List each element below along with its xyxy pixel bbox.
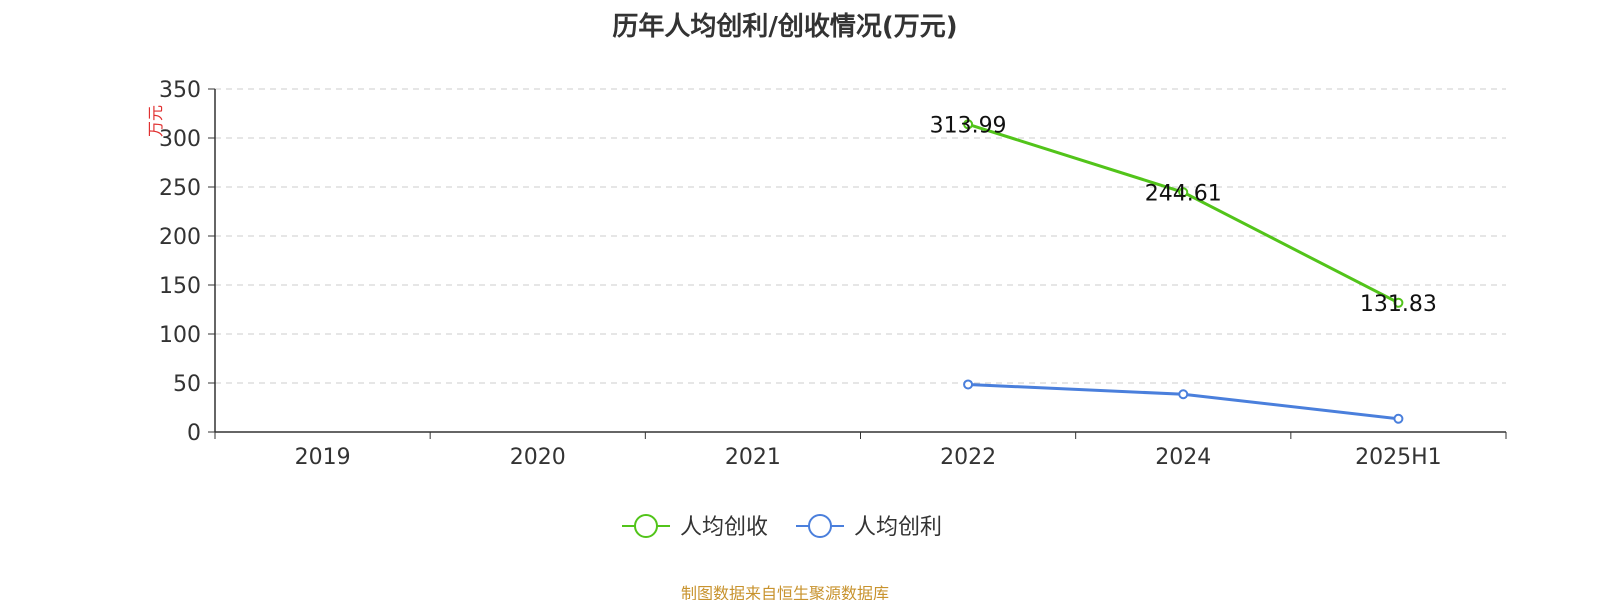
legend-item[interactable]: 人均创利 [796,514,942,540]
legend-label: 人均创利 [854,515,942,540]
legend[interactable]: 人均创收 人均创利 [622,514,942,540]
data-point[interactable] [1393,297,1404,308]
x-tick-label: 2024 [1155,445,1211,470]
data-label: 131.83 [1360,292,1437,317]
y-axis-label: 万元 [146,105,165,137]
data-point[interactable] [963,379,974,390]
x-tick-label: 2021 [725,445,781,470]
data-labels: 313.99 244.61 131.83 [930,113,1437,317]
grid-lines [215,88,1506,384]
x-tick-label: 2022 [940,445,996,470]
legend-item[interactable]: 人均创收 [622,514,768,540]
data-label: 244.61 [1145,181,1222,206]
data-point[interactable] [1178,187,1189,198]
y-tick-label: 300 [159,127,201,152]
legend-label: 人均创收 [680,515,768,540]
data-point[interactable] [1393,413,1404,424]
y-tick-label: 50 [173,372,201,397]
y-tick-label: 250 [159,176,201,201]
data-label: 313.99 [930,113,1007,138]
data-point[interactable] [963,119,974,130]
x-tick-label: 2020 [510,445,566,470]
y-tick-label: 100 [159,323,201,348]
x-tick-label: 2019 [295,445,351,470]
data-point[interactable] [1178,389,1189,400]
x-tick-label: 2025H1 [1355,445,1442,470]
y-tick-label: 350 [159,78,201,103]
chart-title: 历年人均创利/创收情况(万元) [612,12,958,42]
legend-circle-icon [634,514,658,538]
legend-circle-icon [808,514,832,538]
y-tick-label: 150 [159,274,201,299]
series [963,119,1404,424]
y-tick-label: 200 [159,225,201,250]
series-line [967,122,1400,305]
y-tick-label: 0 [187,421,201,446]
source-note: 制图数据来自恒生聚源数据库 [680,584,889,600]
